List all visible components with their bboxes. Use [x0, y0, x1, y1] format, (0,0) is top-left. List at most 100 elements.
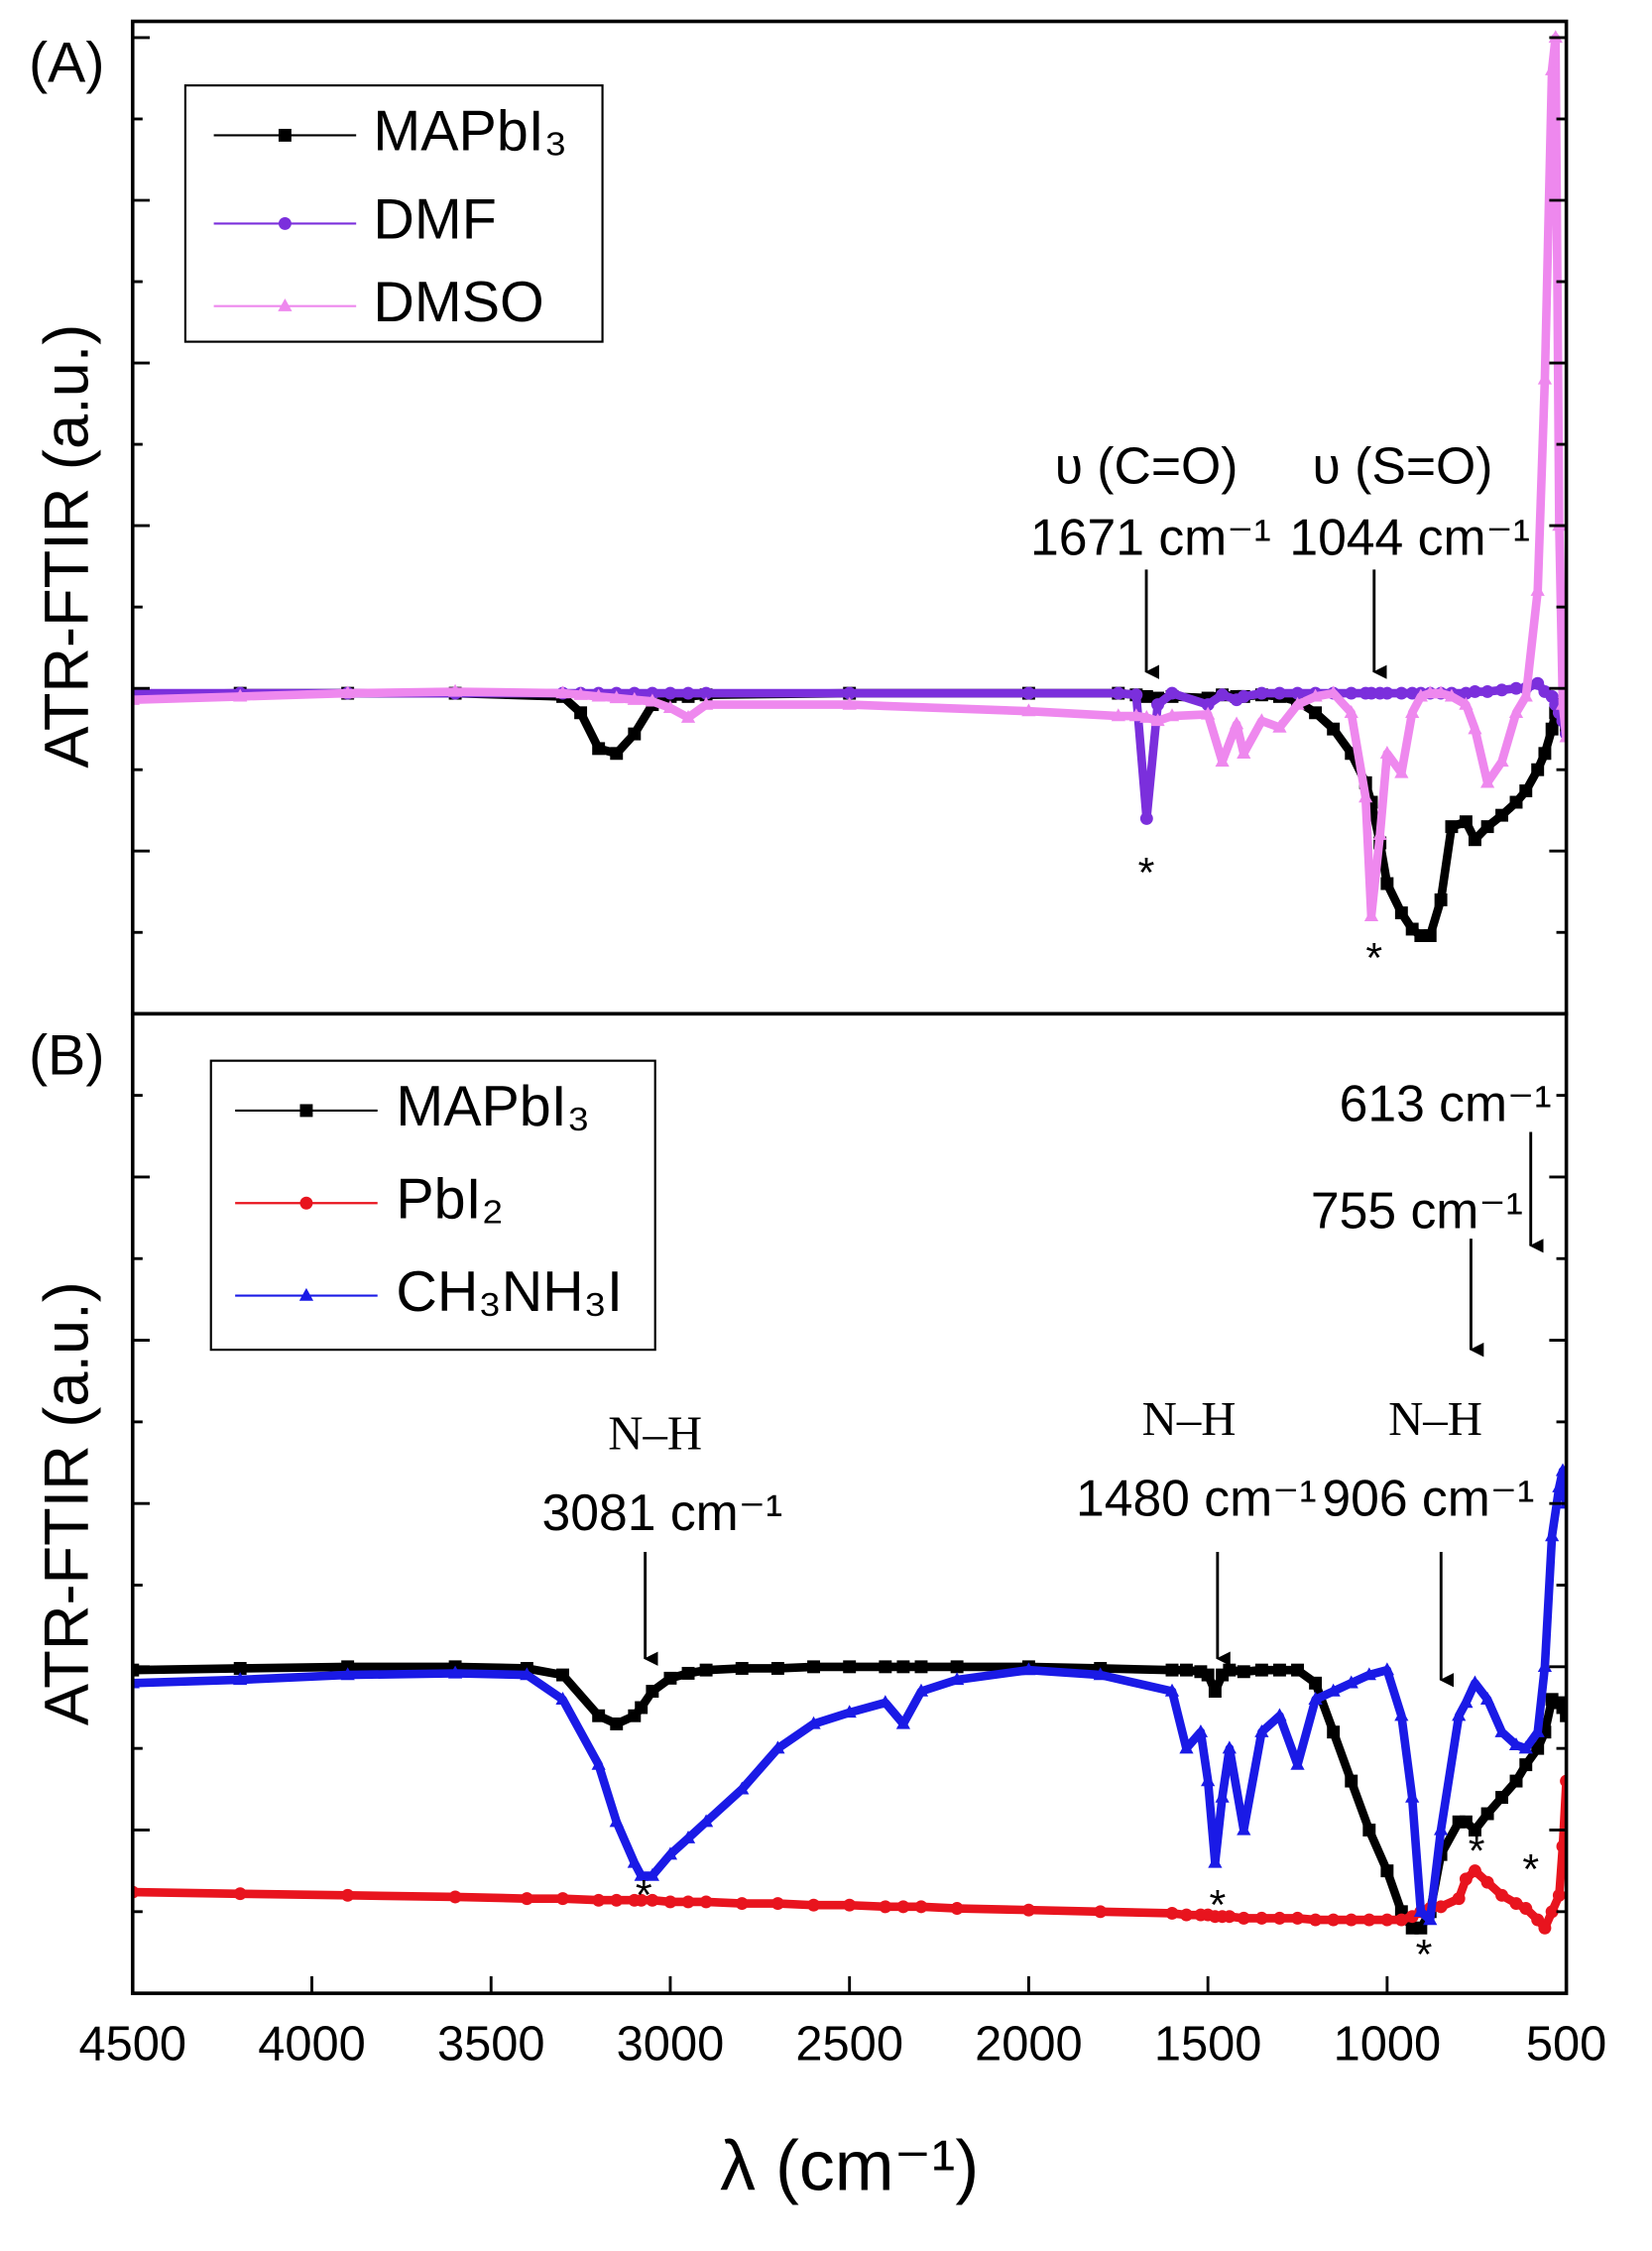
- marker: [1201, 1668, 1215, 1682]
- marker: [1362, 1824, 1376, 1836]
- marker: [699, 1663, 713, 1677]
- annotation: 906 cm⁻¹: [1322, 1469, 1534, 1526]
- annotation: *: [1522, 1845, 1539, 1893]
- legend-box: [183, 84, 604, 343]
- x-tick-label: 500: [1526, 2018, 1606, 2072]
- marker: [1021, 1662, 1036, 1676]
- marker: [646, 686, 659, 700]
- marker: [1327, 1725, 1341, 1739]
- x-tick-label: 3000: [617, 2018, 725, 2072]
- marker: [1326, 1683, 1341, 1697]
- marker: [1380, 877, 1394, 890]
- marker: [646, 1685, 659, 1699]
- x-tick-label: 1500: [1154, 2018, 1262, 2072]
- marker: [555, 1692, 570, 1705]
- marker: [1556, 1701, 1567, 1715]
- marker: [233, 1662, 247, 1675]
- marker: [1164, 1683, 1180, 1697]
- marker: [1495, 1888, 1509, 1902]
- marker: [1180, 1908, 1193, 1922]
- marker: [1327, 1913, 1341, 1927]
- marker: [842, 696, 857, 710]
- marker: [448, 1890, 462, 1904]
- marker: [1254, 713, 1269, 727]
- marker: [663, 1895, 677, 1909]
- marker: [1545, 1528, 1560, 1542]
- marker: [1222, 1740, 1237, 1754]
- marker: [1479, 774, 1495, 788]
- x-tick-label: 1000: [1334, 2018, 1442, 2072]
- marker: [1215, 754, 1230, 768]
- marker: [1530, 1723, 1545, 1737]
- marker: [735, 1781, 750, 1795]
- marker: [1094, 1905, 1108, 1919]
- marker: [520, 1667, 534, 1681]
- marker: [278, 216, 292, 230]
- marker: [1509, 1774, 1523, 1788]
- marker: [1405, 1789, 1420, 1803]
- marker: [1519, 1902, 1533, 1915]
- marker: [1538, 1921, 1552, 1935]
- marker: [592, 742, 606, 756]
- marker: [1445, 820, 1459, 834]
- x-tick-label: 4500: [78, 2018, 186, 2072]
- marker: [663, 686, 677, 700]
- legend-label: PbI₂: [396, 1167, 503, 1231]
- marker: [807, 1898, 821, 1912]
- marker: [1413, 1904, 1428, 1917]
- marker: [591, 1756, 606, 1770]
- marker: [1208, 1854, 1223, 1868]
- marker: [1413, 688, 1428, 702]
- marker: [1468, 721, 1482, 735]
- annotation: N–H: [608, 1406, 702, 1460]
- x-tick-label: 2500: [795, 2018, 903, 2072]
- marker: [1308, 688, 1323, 702]
- marker: [298, 1287, 314, 1301]
- marker: [1394, 686, 1408, 700]
- marker: [1290, 696, 1305, 710]
- annotation: *: [1138, 849, 1155, 896]
- marker: [1479, 1692, 1495, 1705]
- marker: [1291, 1911, 1304, 1925]
- marker: [1358, 789, 1373, 803]
- marker: [1394, 1708, 1409, 1721]
- marker: [1494, 1723, 1509, 1737]
- marker: [1151, 698, 1165, 712]
- marker: [610, 747, 624, 761]
- marker: [1309, 706, 1323, 720]
- marker: [1423, 1912, 1438, 1926]
- marker: [950, 1660, 964, 1674]
- marker: [1223, 1663, 1237, 1677]
- marker: [1309, 1676, 1323, 1690]
- marker: [1379, 746, 1394, 759]
- annotation: υ (C=O): [1055, 436, 1239, 494]
- annotation: N–H: [1388, 1392, 1482, 1446]
- marker: [1459, 1695, 1474, 1709]
- marker: [680, 709, 696, 723]
- marker: [914, 1660, 928, 1674]
- legend-box: [209, 1059, 656, 1352]
- legend-label: MAPbI₃: [373, 100, 567, 164]
- marker: [610, 1893, 624, 1907]
- marker: [1165, 1906, 1179, 1920]
- marker: [1537, 1659, 1553, 1673]
- marker: [842, 1705, 857, 1718]
- marker: [1468, 1675, 1482, 1689]
- marker: [1201, 698, 1215, 712]
- marker: [1139, 689, 1153, 703]
- marker: [556, 1892, 569, 1906]
- marker: [1531, 763, 1545, 776]
- marker: [610, 1718, 624, 1730]
- marker: [770, 1662, 784, 1675]
- marker: [1345, 1913, 1358, 1927]
- marker: [627, 691, 642, 705]
- marker: [1254, 1911, 1268, 1925]
- annotation: 613 cm⁻¹: [1340, 1075, 1552, 1132]
- annotation: 755 cm⁻¹: [1311, 1181, 1523, 1239]
- marker: [1139, 811, 1153, 825]
- plot-area: [132, 30, 1567, 943]
- marker: [1309, 1913, 1323, 1927]
- annotation: 3081 cm⁻¹: [542, 1483, 783, 1541]
- marker: [1380, 686, 1394, 700]
- marker: [843, 1660, 857, 1674]
